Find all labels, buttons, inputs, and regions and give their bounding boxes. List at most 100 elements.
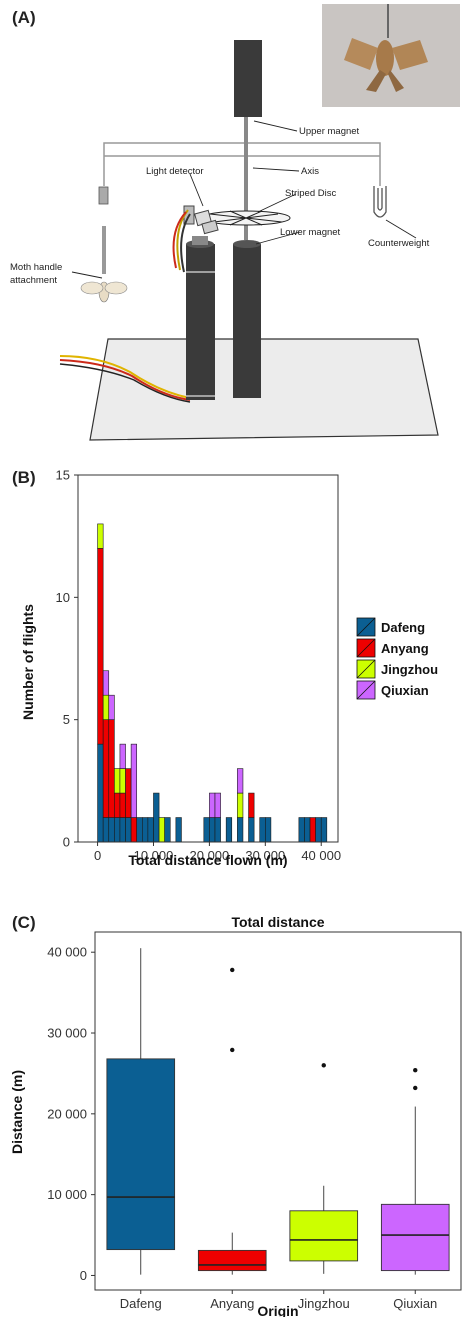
x-tick-label: 10 000 — [134, 848, 174, 863]
bar-segment-jingzhou — [158, 817, 165, 843]
bar-segment-qiuxian — [119, 743, 126, 769]
bar-segment-dafeng — [102, 817, 110, 843]
bar-segment-anyang — [119, 792, 126, 818]
histogram-chart: 0 10 000 20 000 30 000 40 000 0 5 10 15 Dafeng An… — [20, 470, 438, 868]
y-tick-label: 30 000 — [47, 1026, 87, 1041]
bar-segment-anyang — [114, 792, 121, 818]
light-detector-label: Light detector — [146, 166, 204, 177]
y-tick-label: 10 — [56, 590, 70, 605]
axis-rod — [244, 116, 248, 240]
x-tick-label: 40 000 — [301, 848, 341, 863]
bar-segment-dafeng — [237, 817, 244, 843]
outlier-point — [321, 1063, 326, 1068]
bar-segment-dafeng — [265, 817, 272, 843]
bar-segment-dafeng — [114, 817, 121, 843]
legend-label-anyang: Anyang — [381, 641, 429, 656]
bar-segment-jingzhou — [114, 768, 121, 794]
bar-segment-qiuxian — [102, 670, 110, 696]
boxplot-marks — [106, 948, 450, 1275]
panel-a-label: (A) — [12, 8, 36, 27]
bar-segment-dafeng — [225, 817, 233, 843]
legend-label-qiuxian: Qiuxian — [381, 683, 429, 698]
box-iqr — [380, 1203, 450, 1272]
bar-segment-jingzhou — [119, 768, 126, 794]
bar-segment-anyang — [125, 768, 132, 818]
bar-segment-dafeng — [304, 817, 311, 843]
apparatus-illustration: Upper magnet Axis Light detector Striped… — [10, 4, 460, 441]
box-iqr — [289, 1210, 359, 1262]
moth-handle — [80, 186, 128, 303]
upper-magnet — [234, 40, 262, 117]
bar-segment-dafeng — [320, 817, 328, 843]
detector-column — [186, 236, 215, 400]
lower-magnet — [233, 240, 261, 398]
bar-segment-qiuxian — [108, 694, 115, 720]
bar-segment-dafeng — [175, 817, 182, 843]
legend-swatch-diagonal — [356, 638, 376, 658]
bar-segment-dafeng — [147, 817, 154, 843]
bar-segment-anyang — [97, 548, 104, 745]
y-tick-label: 15 — [56, 470, 70, 483]
box-jingzhou — [289, 1063, 359, 1274]
boxplot-y-axis-title: Distance (m) — [9, 1070, 25, 1154]
legend-label-jingzhou: Jingzhou — [381, 662, 438, 677]
baseplate — [89, 338, 439, 441]
legend-swatch-diagonal — [356, 659, 376, 679]
panel-b-label: (B) — [12, 468, 36, 487]
moth-handle-label-line2: attachment — [10, 275, 57, 286]
bar-segment-dafeng — [209, 817, 216, 843]
x-tick-label-qiuxian: Qiuxian — [393, 1296, 437, 1311]
x-tick-label-dafeng: Dafeng — [120, 1296, 162, 1311]
bar-segment-jingzhou — [102, 694, 110, 720]
bar-segment-anyang — [130, 817, 138, 843]
lower-magnet-label: Lower magnet — [280, 227, 341, 238]
legend-label-dafeng: Dafeng — [381, 620, 425, 635]
bar-segment-anyang — [108, 719, 115, 818]
bar-segment-dafeng — [136, 817, 143, 843]
bar-segment-dafeng — [125, 817, 132, 843]
x-tick-label-anyang: Anyang — [210, 1296, 254, 1311]
axis-label: Axis — [301, 166, 319, 177]
y-tick-label: 5 — [63, 712, 70, 727]
box-iqr — [106, 1058, 176, 1251]
y-tick-label: 40 000 — [47, 945, 87, 960]
box-dafeng — [106, 948, 176, 1275]
bar-segment-qiuxian — [214, 792, 221, 818]
moth-handle-label-line1: Moth handle — [10, 262, 62, 273]
x-tick-label: 20 000 — [190, 848, 230, 863]
boxplot-title-strip — [95, 912, 461, 932]
x-tick-label: 30 000 — [245, 848, 285, 863]
striped-disc — [201, 210, 291, 226]
boxplot-frame — [94, 931, 462, 1291]
histogram-legend: Dafeng Anyang Jingzhou Qiuxian — [356, 617, 438, 700]
counterweight-label: Counterweight — [368, 238, 430, 249]
bar-segment-qiuxian — [237, 768, 244, 794]
bar-segment-anyang — [102, 719, 110, 818]
boxplot-panel: Total distance — [94, 912, 462, 1291]
boxplot-axes: 0 10 000 20 000 30 000 40 000 Dafeng Anyang Jin… — [47, 945, 437, 1311]
y-tick-label: 20 000 — [47, 1106, 87, 1121]
bar-segment-dafeng — [203, 817, 210, 843]
moth-photo — [322, 4, 460, 107]
bar-segment-qiuxian — [130, 743, 138, 818]
upper-magnet-label: Upper magnet — [299, 126, 360, 137]
boxplot-x-axis-title: Origin — [257, 1303, 298, 1317]
bar-segment-dafeng — [298, 817, 305, 843]
outlier-point — [230, 1047, 235, 1053]
outlier-point — [413, 1085, 418, 1091]
bar-segment-dafeng — [248, 817, 255, 843]
bar-segment-dafeng — [164, 817, 171, 843]
bar-segment-jingzhou — [237, 792, 244, 818]
bar-segment-qiuxian — [209, 792, 216, 818]
legend-swatch-diagonal — [356, 617, 376, 637]
boxplot-chart: Total distance 0 10 000 20 000 30 000 40 000… — [9, 912, 462, 1317]
x-tick-label-jingzhou: Jingzhou — [298, 1296, 350, 1311]
cables — [59, 209, 191, 403]
bar-segment-anyang — [309, 817, 316, 843]
boxplot-title: Total distance — [231, 914, 324, 930]
box-qiuxian — [380, 1067, 450, 1275]
bar-segment-dafeng — [315, 817, 322, 843]
x-tick-label: 0 — [94, 848, 101, 863]
bar-segment-dafeng — [108, 817, 115, 843]
bar-segment-jingzhou — [97, 523, 104, 549]
